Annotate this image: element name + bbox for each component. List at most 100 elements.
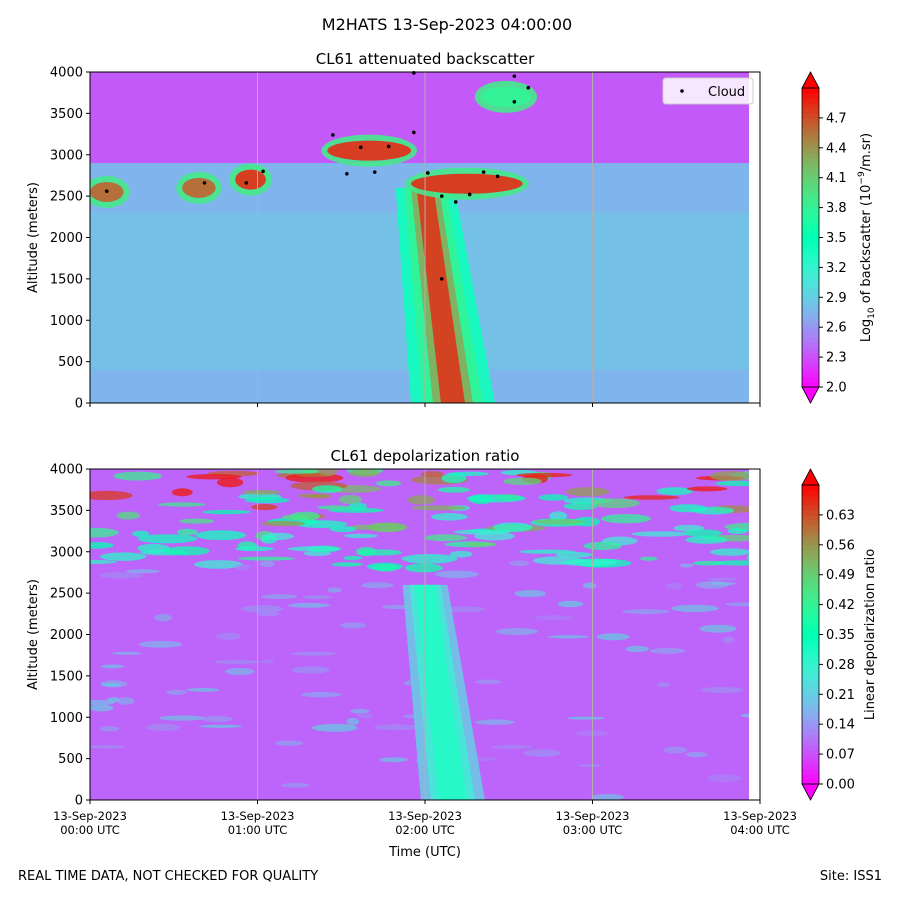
cloud-layer-core	[235, 169, 266, 190]
depol-noise-cell	[348, 502, 367, 511]
depol-noise-cell	[441, 606, 486, 613]
colorbar-swatch	[802, 684, 819, 690]
xtick-label: 13-Sep-2023	[53, 809, 127, 823]
colorbar-swatch	[802, 112, 819, 119]
colorbar-swatch	[802, 237, 819, 244]
depol-noise-cell	[453, 529, 510, 535]
depol-noise-cell	[260, 535, 278, 544]
depol-noise-cell	[713, 560, 749, 566]
depol-noise-cell	[291, 651, 337, 656]
depol-noise-cell	[596, 633, 630, 641]
colorbar-swatch	[802, 709, 819, 715]
cloud-marker	[512, 74, 517, 78]
depol-noise-cell	[533, 519, 586, 525]
cloud-marker	[526, 85, 531, 90]
colorbar-swatch	[802, 634, 819, 641]
backscatter-ylabel: Altitude (meters)	[26, 182, 41, 293]
colorbar-tick-label: 3.2	[826, 261, 847, 276]
ytick-label: 500	[58, 355, 83, 370]
backscatter-title: CL61 attenuated backscatter	[316, 50, 535, 68]
colorbar-swatch	[802, 644, 819, 651]
cloud-layer-core	[411, 173, 523, 194]
colorbar-swatch	[802, 357, 819, 363]
colorbar-extend-min	[801, 386, 820, 404]
colorbar-swatch	[802, 377, 819, 383]
depol-noise-cell	[715, 480, 749, 487]
colorbar-swatch	[802, 297, 819, 303]
depol-noise-cell	[538, 494, 569, 501]
depol-noise-cell	[710, 581, 736, 586]
depol-noise-cell	[256, 611, 281, 617]
depol-noise-cell	[591, 498, 640, 509]
colorbar-swatch	[802, 509, 819, 516]
cloud-marker	[439, 194, 444, 198]
depol-noise-cell	[516, 472, 573, 478]
backscatter-gridlines	[257, 72, 593, 403]
colorbar-swatch	[802, 754, 819, 760]
depol-noise-cell	[234, 546, 274, 552]
cloud-marker	[345, 171, 349, 176]
colorbar-swatch	[802, 604, 819, 611]
colorbar-swatch	[802, 589, 819, 596]
depol-noise-cell	[145, 723, 180, 731]
depol-noise-cell	[287, 602, 331, 608]
colorbar-swatch	[802, 654, 819, 661]
depol-noise-cell	[560, 559, 618, 567]
depol-noise-cell	[274, 740, 303, 746]
depol-noise-cell	[331, 562, 364, 567]
depolarization-colorbar-label: Linear depolarization ratio	[863, 549, 878, 720]
depol-noise-cell	[496, 628, 539, 635]
colorbar-tick-label: 3.8	[826, 201, 847, 216]
colorbar-swatch	[802, 594, 819, 601]
colorbar-tick-label: 0.49	[826, 568, 855, 583]
depolarization-xlabel: Time (UTC)	[388, 845, 461, 860]
depolarization-gridlines	[257, 469, 593, 800]
colorbar-swatch	[802, 619, 819, 626]
colorbar-swatch	[802, 132, 819, 139]
colorbar-swatch	[802, 162, 819, 169]
colorbar-swatch	[802, 97, 819, 104]
colorbar-swatch	[802, 307, 819, 313]
depol-noise-cell	[237, 556, 295, 561]
colorbar-swatch	[802, 152, 819, 159]
depol-noise-cell	[671, 604, 719, 613]
colorbar-swatch	[802, 242, 819, 249]
depol-noise-cell	[533, 615, 575, 621]
colorbar-swatch	[802, 367, 819, 373]
depol-noise-cell	[186, 688, 220, 692]
depol-noise-cell	[195, 530, 247, 541]
colorbar-swatch	[802, 142, 819, 149]
cloud-marker	[202, 181, 207, 185]
depol-noise-cell	[198, 724, 243, 728]
depol-noise-cell	[631, 531, 690, 537]
depol-noise-cell	[357, 713, 373, 719]
depolarization-panel: CL61 depolarization ratio 0 500 1000 1500 20…	[26, 447, 878, 860]
depol-noise-cell	[99, 572, 144, 579]
depol-noise-cell	[710, 548, 749, 556]
depol-noise-cell	[338, 494, 362, 505]
colorbar-tick-label: 2.6	[826, 321, 847, 336]
ytick-label: 3000	[50, 545, 83, 560]
depol-noise-cell	[441, 473, 467, 484]
colorbar-swatch	[802, 327, 819, 333]
depol-noise-cell	[665, 582, 683, 590]
colorbar-swatch	[802, 704, 819, 710]
colorbar-swatch	[802, 217, 819, 224]
colorbar-swatch	[802, 147, 819, 154]
colorbar-swatch	[802, 534, 819, 541]
colorbar-swatch	[802, 574, 819, 581]
depol-noise-cell	[111, 651, 142, 655]
depol-noise-cell	[116, 697, 135, 705]
legend-cloud-marker	[680, 89, 684, 93]
depol-noise-cell	[523, 749, 562, 757]
depol-noise-cell	[215, 632, 242, 640]
depol-noise-cell	[346, 717, 360, 726]
xtick-label: 00:00 UTC	[60, 823, 120, 837]
colorbar-swatch	[802, 247, 819, 254]
cloud-marker	[331, 133, 335, 137]
depol-noise-cell	[318, 469, 338, 476]
depol-noise-cell	[601, 514, 651, 524]
colorbar-swatch	[802, 232, 819, 239]
backscatter-panel: CL61 attenuated backscatter Cloud 0 500 10…	[26, 50, 877, 412]
depol-noise-cell	[317, 505, 352, 510]
